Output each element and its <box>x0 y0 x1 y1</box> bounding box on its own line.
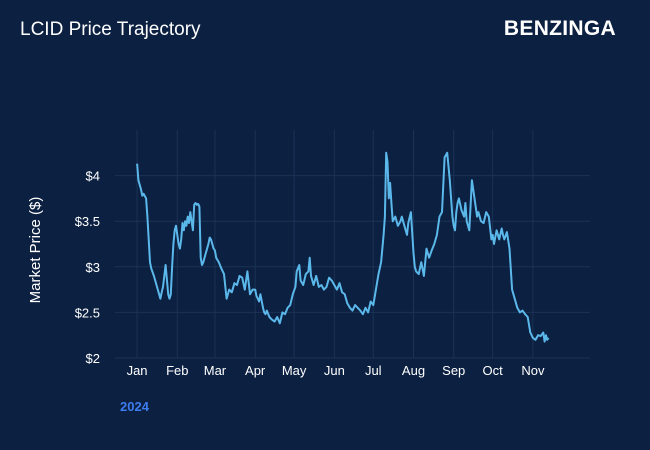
x-tick-label: May <box>282 363 307 378</box>
y-tick-label: $3.5 <box>75 214 100 229</box>
y-tick-label: $2 <box>86 351 100 366</box>
y-tick-label: $3 <box>86 260 100 275</box>
chart-grid <box>115 130 590 359</box>
chart-title: LCID Price Trajectory <box>20 19 201 40</box>
x-tick-label: Oct <box>483 363 504 378</box>
x-tick-label: Feb <box>166 363 188 378</box>
x-tick-label: Aug <box>402 363 425 378</box>
y-tick-label: $2.5 <box>75 305 100 320</box>
x-tick-label: Mar <box>204 363 227 378</box>
x-tick-label: Jun <box>324 363 345 378</box>
benzinga-logo: BENZINGA <box>503 17 616 40</box>
x-tick-label: Jan <box>127 363 148 378</box>
x-tick-label: Sep <box>442 363 465 378</box>
price-series-line <box>136 151 550 343</box>
y-axis-label: Market Price ($) <box>27 197 44 304</box>
y-axis-ticks: $2 $2.5 $3 $3.5 $4 <box>75 169 100 366</box>
x-tick-label: Nov <box>521 363 545 378</box>
x-axis-ticks: Jan Feb Mar Apr May Jun Jul Aug Sep Oct Nov <box>127 363 545 378</box>
y-tick-label: $4 <box>86 169 100 184</box>
x-tick-label: Apr <box>245 363 266 378</box>
year-label: 2024 <box>120 399 150 414</box>
x-tick-label: Jul <box>365 363 382 378</box>
